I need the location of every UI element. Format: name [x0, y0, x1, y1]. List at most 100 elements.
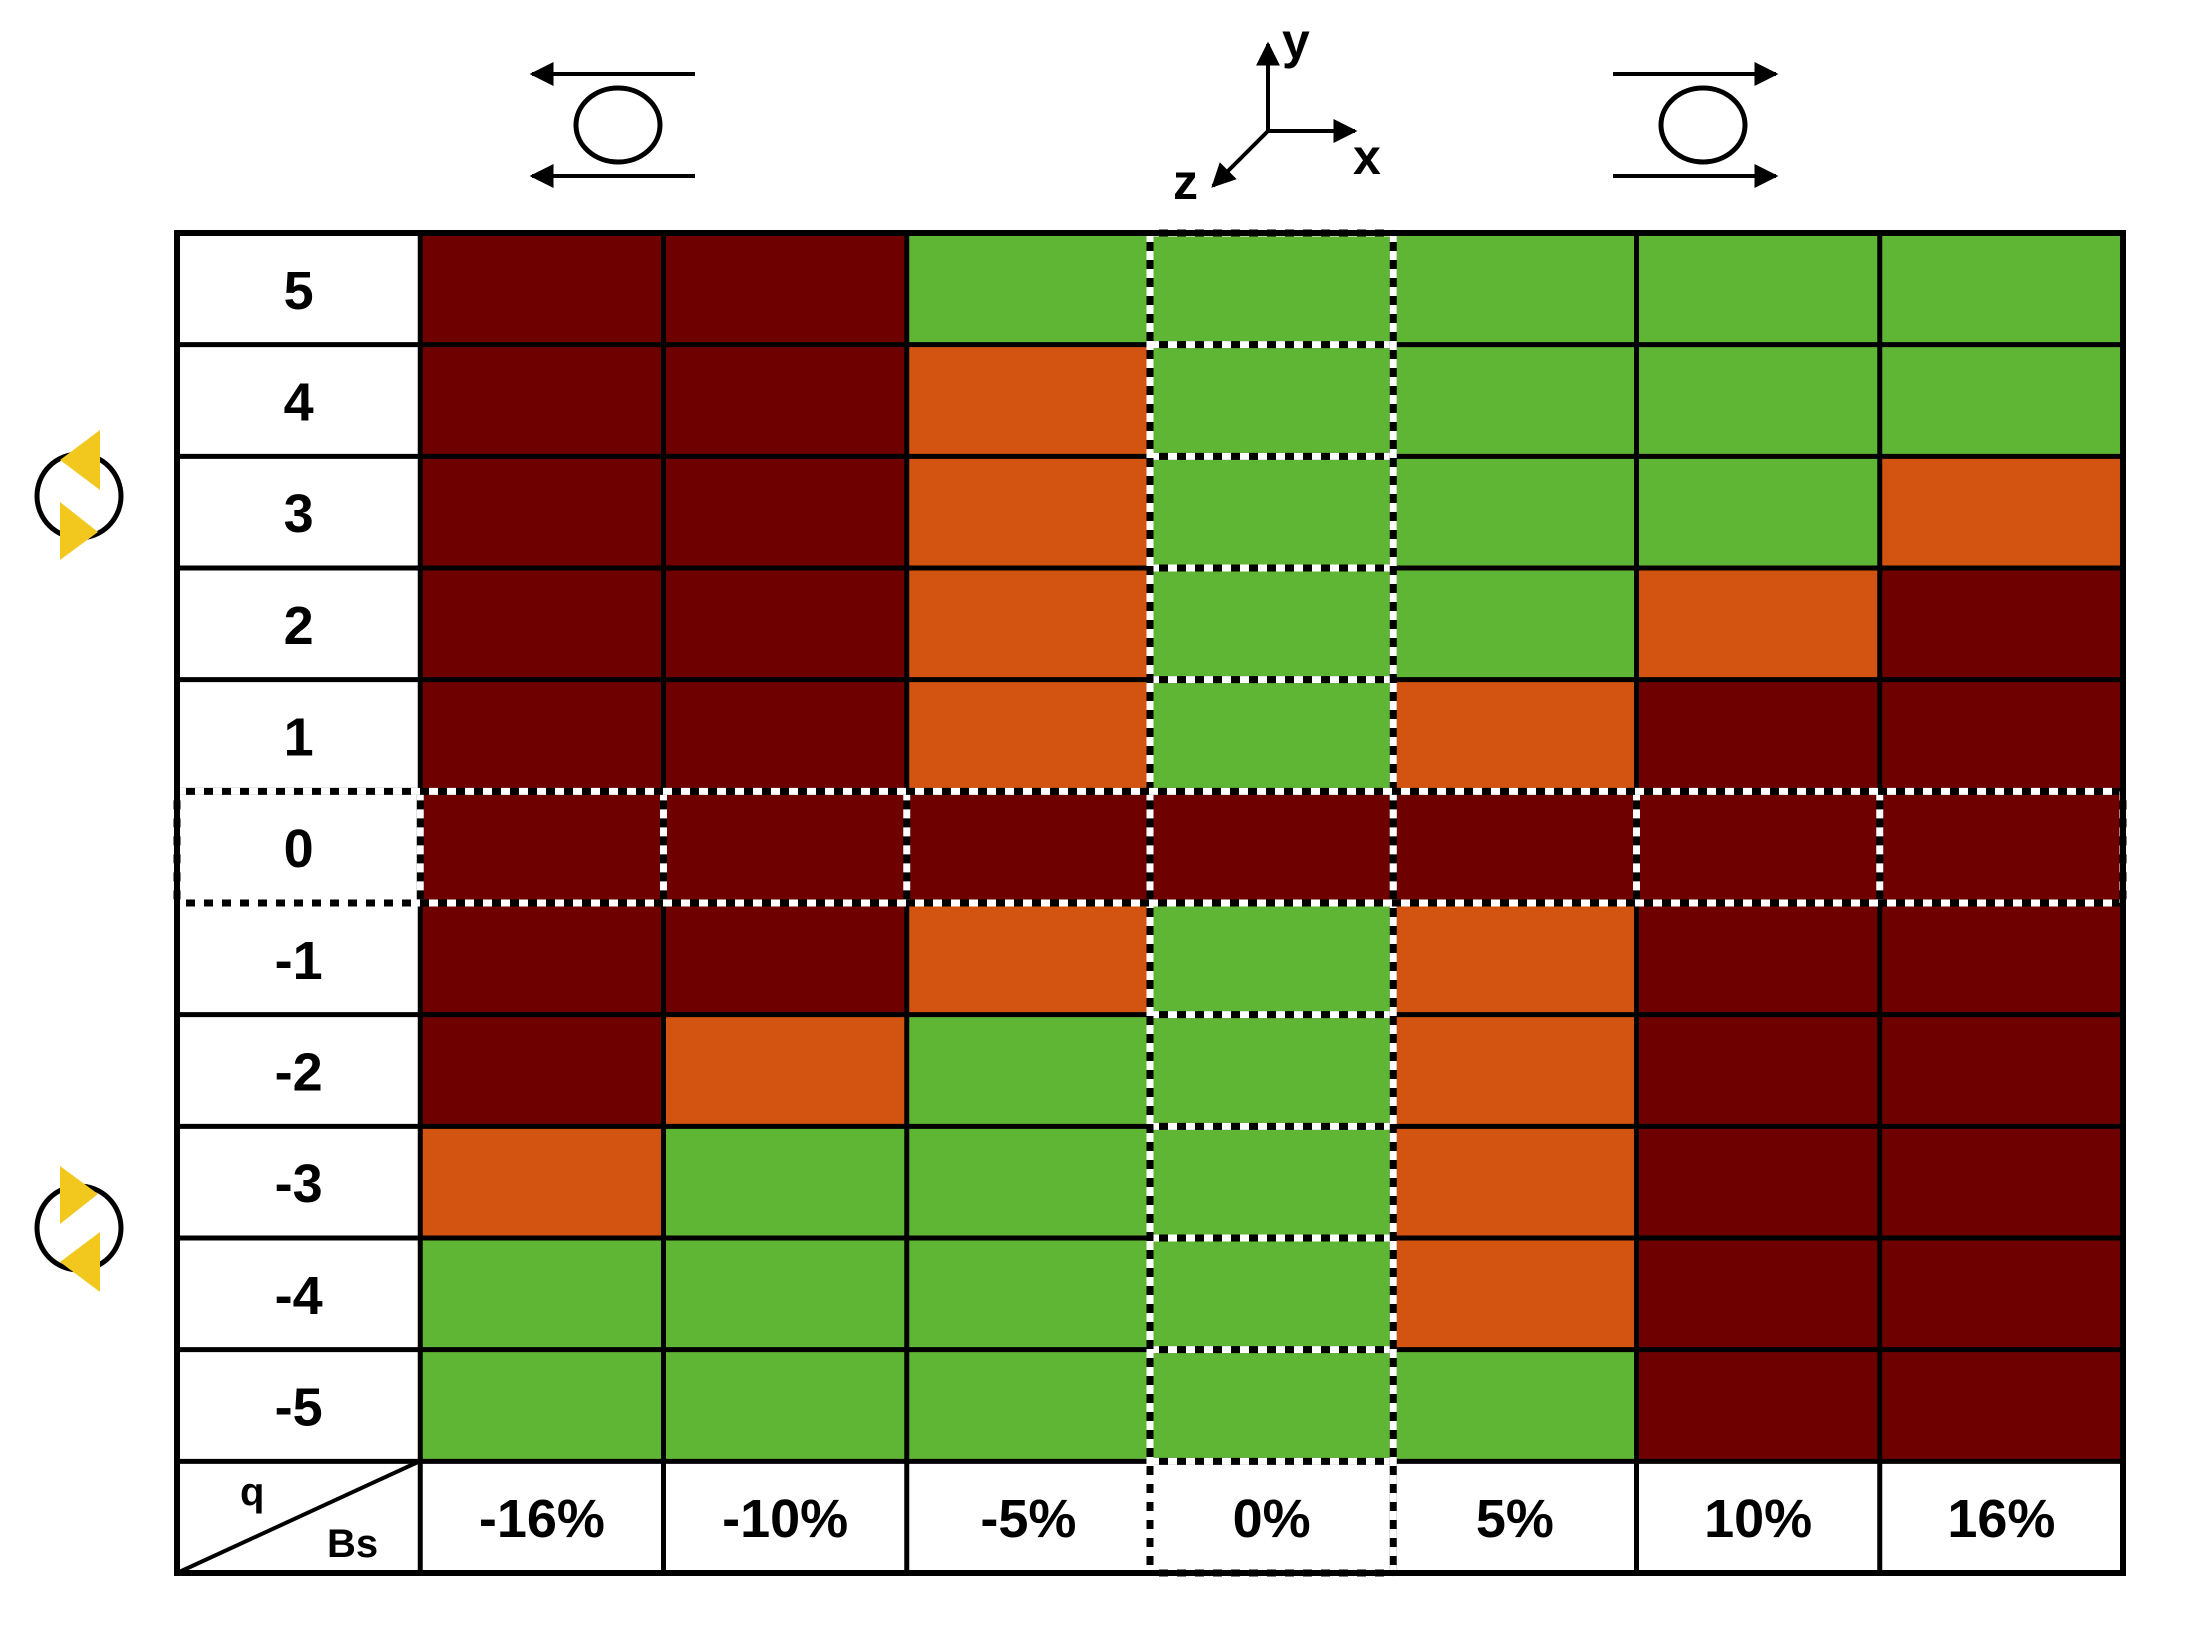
corner-cell: q Bs: [176, 1460, 419, 1575]
heatmap-cell--2--5%: [906, 1014, 1150, 1127]
heatmap-cell-5-10%: [1636, 233, 1880, 345]
heatmap-cell-4--5%: [906, 344, 1150, 457]
heatmap-cell--3-10%: [1636, 1126, 1880, 1238]
heatmap-cell--4-16%: [1879, 1238, 2123, 1350]
flow-right-diagram-icon: [1613, 62, 1779, 188]
row-label: 1: [284, 708, 314, 768]
corner-label-bs: Bs: [327, 1522, 378, 1566]
heatmap-cell-4-16%: [1879, 344, 2123, 457]
heatmap-cell--2-10%: [1636, 1014, 1880, 1127]
rotation-cw-icon: [34, 1166, 124, 1292]
row-label: 3: [284, 484, 314, 544]
heatmap-cell--1-0%: [1150, 903, 1394, 1015]
row-labels: 5 4 3 2 1 0 -1 -2 -3 -4 -5: [275, 261, 323, 1438]
row-label: 2: [284, 596, 314, 656]
heatmap-cell-3--5%: [906, 456, 1150, 568]
heatmap-cell-3-0%: [1150, 456, 1394, 568]
row-label: -4: [275, 1266, 323, 1326]
heatmap-cell-5-5%: [1393, 233, 1637, 345]
heatmap-cell-1--16%: [420, 679, 664, 792]
heatmap-cell--5--16%: [420, 1349, 664, 1462]
heatmap-cell--3-0%: [1150, 1126, 1394, 1238]
row-label: 5: [284, 261, 314, 321]
heatmap-cell--4--10%: [663, 1238, 907, 1350]
heatmap-cell-5--16%: [420, 233, 664, 345]
row-label: 4: [284, 373, 314, 433]
heatmap-cell--2--10%: [663, 1014, 907, 1127]
flow-left-diagram-icon: [529, 62, 695, 188]
heatmap-cell--3--16%: [420, 1126, 664, 1238]
heatmap-cell-1-5%: [1393, 679, 1637, 792]
row-label: -1: [275, 931, 323, 991]
row-label: -2: [275, 1043, 323, 1103]
heatmap-cell-0--10%: [663, 791, 907, 903]
heatmap-cell-0-16%: [1879, 791, 2123, 903]
column-label: -10%: [722, 1489, 848, 1549]
column-label: 5%: [1476, 1489, 1554, 1549]
heatmap-cell-1--10%: [663, 679, 907, 792]
heatmap-cell--4-0%: [1150, 1238, 1394, 1350]
heatmap-cell-5--5%: [906, 233, 1150, 345]
heatmap-cell-5-16%: [1879, 233, 2123, 345]
heatmap-cell--1-5%: [1393, 903, 1637, 1015]
axis-x-label: x: [1353, 129, 1381, 185]
heatmap-cell-0-10%: [1636, 791, 1880, 903]
row-label: -5: [275, 1378, 323, 1438]
axes-xyz-icon: y x z: [1173, 13, 1381, 210]
heatmap-cell-1-16%: [1879, 679, 2123, 792]
heatmap-cell-4--16%: [420, 344, 664, 457]
heatmap-cell-3--10%: [663, 456, 907, 568]
column-label: 0%: [1233, 1489, 1311, 1549]
heatmap-cell--5--5%: [906, 1349, 1150, 1462]
table-border: [174, 230, 2126, 1576]
heatmap-cell-2-5%: [1393, 568, 1637, 680]
heatmap-cell-0-0%: [1150, 791, 1394, 903]
row-label: 0: [284, 819, 314, 879]
heatmap-cell--2-0%: [1150, 1014, 1394, 1127]
heatmap-cell--3-16%: [1879, 1126, 2123, 1238]
column-label: 16%: [1947, 1489, 2055, 1549]
heatmap-cell-4-5%: [1393, 344, 1637, 457]
column-labels: -16% -10% -5% 0% 5% 10% 16%: [479, 1489, 2056, 1549]
heatmap-cell--1-16%: [1879, 903, 2123, 1015]
heatmap-cell--5--10%: [663, 1349, 907, 1462]
heatmap-cell-1-0%: [1150, 679, 1394, 792]
axis-y-label: y: [1282, 13, 1310, 69]
heatmap-cell-0--16%: [420, 791, 664, 903]
heatmap-cell-1-10%: [1636, 679, 1880, 792]
heatmap-cell--1--10%: [663, 903, 907, 1015]
heatmap-cell-3--16%: [420, 456, 664, 568]
heatmap-cell-4-10%: [1636, 344, 1880, 457]
heatmap-cell--5-10%: [1636, 1349, 1880, 1462]
heatmap-cell--4--5%: [906, 1238, 1150, 1350]
heatmap-cell-2--16%: [420, 568, 664, 680]
heatmap-cell-3-5%: [1393, 456, 1637, 568]
rotation-ccw-icon: [34, 430, 124, 560]
heatmap-cell-1--5%: [906, 679, 1150, 792]
axis-z-label: z: [1173, 154, 1198, 210]
heatmap-cell-2--10%: [663, 568, 907, 680]
heatmap-cell--2--16%: [420, 1014, 664, 1127]
heatmap-cell--3--10%: [663, 1126, 907, 1238]
heatmap-cell-3-16%: [1879, 456, 2123, 568]
heatmap-cell--3--5%: [906, 1126, 1150, 1238]
row-label: -3: [275, 1154, 323, 1214]
heatmap-cell--4-10%: [1636, 1238, 1880, 1350]
heatmap-cell-2-10%: [1636, 568, 1880, 680]
heatmap-cell-0-5%: [1393, 791, 1637, 903]
heatmap-cell-2-16%: [1879, 568, 2123, 680]
heatmap-cell-5-0%: [1150, 233, 1394, 345]
column-label: -5%: [980, 1489, 1076, 1549]
heatmap-cell-4-0%: [1150, 344, 1394, 457]
heatmap-cell-3-10%: [1636, 456, 1880, 568]
heatmap-cell-2-0%: [1150, 568, 1394, 680]
heatmap-cell--1-10%: [1636, 903, 1880, 1015]
column-label: -16%: [479, 1489, 605, 1549]
heatmap-cell-5--10%: [663, 233, 907, 345]
heatmap-cell--5-16%: [1879, 1349, 2123, 1462]
heatmap-cell--5-5%: [1393, 1349, 1637, 1462]
column-label: 10%: [1704, 1489, 1812, 1549]
heatmap-cells: [420, 233, 2123, 1462]
heatmap-cell--5-0%: [1150, 1349, 1394, 1462]
